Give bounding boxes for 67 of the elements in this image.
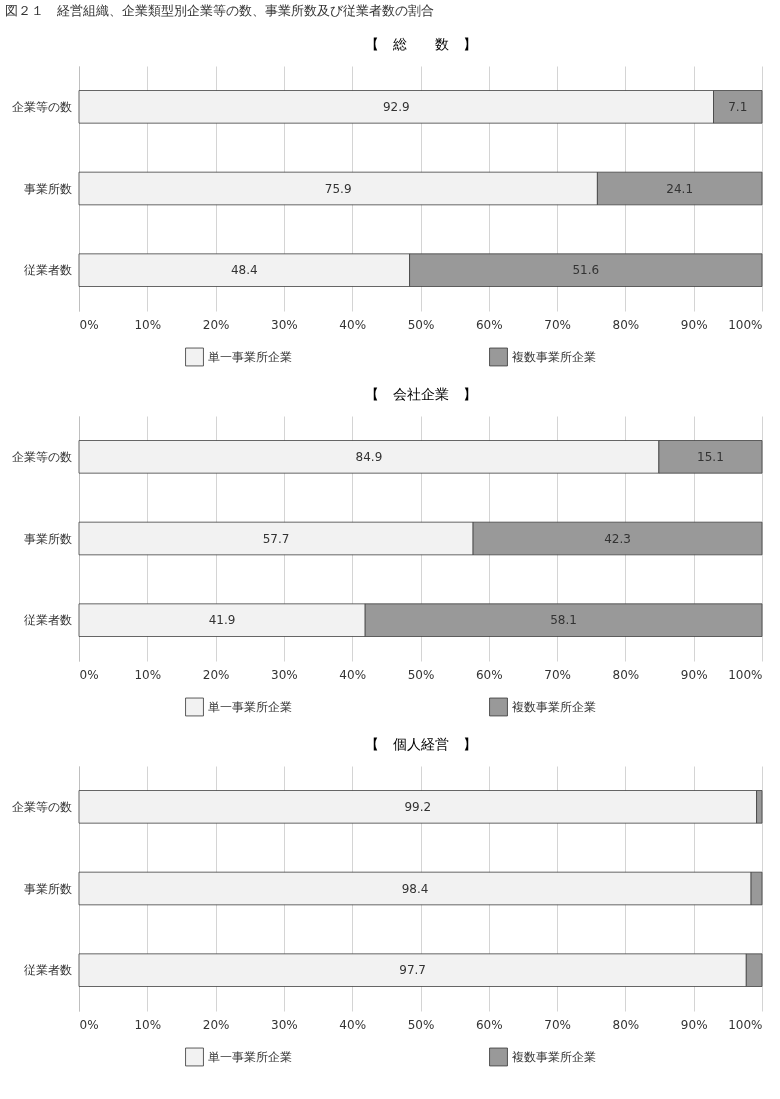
x-tick-label: 50%: [407, 1017, 435, 1032]
x-tick-label: 30%: [271, 1017, 298, 1032]
data-label: 42.3: [604, 531, 631, 546]
y-tick-label: 企業等の数: [11, 99, 72, 114]
chart-title: 【 会社企業 】: [364, 386, 477, 402]
data-label: 99.2: [404, 799, 432, 814]
data-label: 15.1: [697, 449, 724, 464]
x-tick-label: 90%: [680, 317, 708, 332]
data-label: 7.1: [728, 99, 748, 114]
legend-label: 単一事業所企業: [208, 349, 292, 364]
y-tick-label: 事業所数: [23, 181, 72, 196]
x-tick-label: 80%: [612, 667, 640, 682]
y-tick-label: 従業者数: [23, 263, 72, 278]
x-tick-label: 90%: [680, 667, 708, 682]
chart-title: 【 個人経営 】: [364, 736, 477, 752]
data-label: 97.7: [399, 963, 426, 978]
x-tick-label: 60%: [475, 667, 503, 682]
y-tick-label: 企業等の数: [11, 799, 72, 814]
x-tick-label: 40%: [339, 667, 367, 682]
x-tick-label: 20%: [202, 667, 230, 682]
x-tick-label: 80%: [612, 317, 640, 332]
x-tick-label: 50%: [407, 317, 435, 332]
y-tick-label: 事業所数: [23, 531, 72, 546]
y-tick-label: 従業者数: [23, 963, 72, 978]
data-label: 48.4: [230, 263, 258, 278]
x-tick-label: 100%: [728, 1017, 763, 1032]
chart-title: 【 総 数 】: [364, 36, 477, 52]
x-tick-label: 10%: [134, 317, 162, 332]
data-label: 98.4: [401, 881, 429, 896]
x-tick-label: 10%: [134, 1017, 162, 1032]
legend-label: 単一事業所企業: [208, 1049, 292, 1064]
legend-label: 複数事業所企業: [512, 699, 596, 714]
x-tick-label: 0%: [79, 1017, 99, 1032]
x-tick-label: 80%: [612, 1017, 640, 1032]
legend-label: 複数事業所企業: [512, 1049, 596, 1064]
data-label: 41.9: [208, 613, 236, 628]
x-tick-label: 20%: [202, 317, 230, 332]
x-tick-label: 30%: [271, 667, 298, 682]
x-tick-label: 0%: [79, 317, 99, 332]
x-tick-label: 0%: [79, 667, 99, 682]
x-tick-label: 10%: [134, 667, 162, 682]
data-label: 75.9: [324, 181, 352, 196]
data-label: 57.7: [262, 531, 290, 546]
caption: 図２１ 経営組織、企業類型別企業等の数、事業所数及び従業者数の割合: [5, 3, 434, 18]
x-tick-label: 50%: [407, 667, 435, 682]
x-tick-label: 70%: [544, 317, 571, 332]
x-tick-label: 70%: [544, 1017, 571, 1032]
data-label: 24.1: [666, 181, 694, 196]
data-label: 58.1: [550, 613, 577, 628]
y-tick-label: 事業所数: [23, 881, 72, 896]
x-tick-label: 100%: [728, 667, 763, 682]
y-tick-label: 企業等の数: [11, 449, 72, 464]
x-tick-label: 40%: [339, 317, 367, 332]
x-tick-label: 60%: [475, 1017, 503, 1032]
data-label: 92.9: [382, 99, 410, 114]
data-label: 84.9: [355, 449, 383, 464]
x-tick-label: 90%: [680, 1017, 708, 1032]
data-label: 51.6: [572, 263, 600, 278]
x-tick-label: 40%: [339, 1017, 367, 1032]
x-tick-label: 70%: [544, 667, 571, 682]
x-tick-label: 60%: [475, 317, 503, 332]
legend-label: 複数事業所企業: [512, 349, 596, 364]
x-tick-label: 20%: [202, 1017, 230, 1032]
legend-label: 単一事業所企業: [208, 699, 292, 714]
x-tick-label: 100%: [728, 317, 763, 332]
x-tick-label: 30%: [271, 317, 298, 332]
y-tick-label: 従業者数: [23, 613, 72, 628]
